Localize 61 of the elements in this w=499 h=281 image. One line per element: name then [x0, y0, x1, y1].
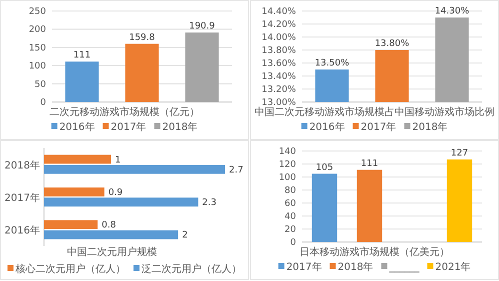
x-axis-title: 中国二次元移动游戏市场规模占中国移动游戏市场比例: [254, 106, 494, 118]
y-tick-label: 0: [290, 238, 296, 248]
data-label: 0.9: [108, 188, 123, 198]
data-label: 127: [450, 148, 468, 158]
data-label: 2.3: [202, 198, 217, 208]
y-tick-label: 2018年: [4, 159, 40, 172]
y-tick-label: 13.80%: [262, 46, 296, 56]
y-tick-label: 200: [28, 25, 46, 36]
y-tick-label: 140: [278, 147, 296, 157]
y-tick-label: 150: [28, 43, 46, 54]
bar: [44, 230, 178, 240]
legend-label: 泛二次元用户（亿人）: [142, 263, 242, 275]
legend-label: 2021年: [435, 261, 471, 273]
data-label: 1: [115, 155, 121, 166]
y-tick-label: 250: [28, 7, 46, 17]
data-label: 14.30%: [434, 6, 470, 16]
data-label: 159.8: [129, 32, 156, 43]
bar: [44, 198, 198, 207]
legend-label: 2016年: [59, 121, 95, 133]
y-tick-label: 13.60%: [262, 59, 296, 69]
y-tick-label: 60: [284, 199, 296, 209]
y-tick-label: 50: [34, 80, 46, 90]
legend-label: 2016年: [309, 121, 345, 133]
y-tick-label: 2017年: [4, 192, 40, 204]
data-label: 0.8: [102, 220, 116, 231]
data-label: 105: [316, 162, 334, 173]
data-label: 13.80%: [374, 39, 410, 49]
x-axis-title: 日本移动游戏市场规模（亿美元）: [300, 246, 450, 258]
y-tick-label: 14.40%: [262, 7, 296, 17]
data-label: 111: [73, 50, 91, 61]
y-tick-label: 13.40%: [262, 72, 296, 82]
legend-label: 2017年: [110, 121, 146, 133]
y-tick-label: 100: [28, 62, 46, 72]
y-tick-label: 120: [278, 160, 296, 170]
data-label: 2: [182, 230, 188, 241]
legend-label: ______: [388, 262, 420, 273]
x-axis-title: 中国二次元用户规模: [67, 246, 157, 258]
x-axis-title: 二次元移动游戏市场规模（亿元）: [50, 106, 200, 118]
bar: [44, 154, 112, 164]
bar: [44, 220, 98, 230]
y-tick-label: 0: [40, 98, 46, 108]
y-tick-label: 80: [284, 186, 296, 196]
data-label: 2.7: [229, 165, 244, 176]
y-tick-label: 20: [284, 225, 296, 235]
legend-label: 2018年: [338, 261, 374, 273]
bar: [44, 164, 225, 174]
data-label: 190.9: [189, 22, 216, 32]
y-tick-label: 40: [284, 212, 296, 222]
data-label: 111: [360, 158, 378, 169]
bar: [44, 187, 104, 196]
legend-label: 核心二次元用户（亿人）: [14, 263, 126, 275]
y-tick-label: 13.00%: [262, 98, 296, 108]
y-tick-label: 14.00%: [262, 33, 296, 43]
data-label: 13.50%: [314, 58, 350, 68]
y-tick-label: 13.20%: [262, 85, 296, 95]
legend-label: 2018年: [412, 121, 448, 133]
y-tick-label: 14.20%: [262, 20, 296, 30]
y-tick-label: 2016年: [4, 224, 40, 237]
legend-label: 2017年: [360, 121, 396, 133]
legend-label: 2018年: [162, 121, 198, 133]
y-tick-label: 100: [278, 173, 296, 183]
